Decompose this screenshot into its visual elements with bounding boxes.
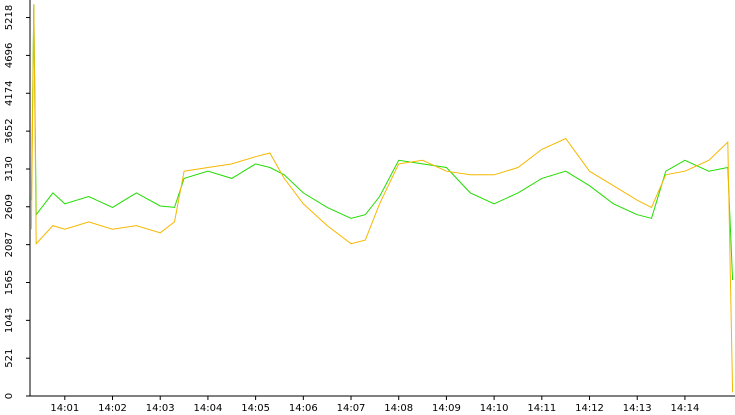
y-tick-label: 0	[4, 393, 15, 399]
x-tick-label: 14:13	[623, 403, 652, 414]
x-tick-label: 14:10	[480, 403, 509, 414]
x-tick-label: 14:05	[241, 403, 270, 414]
x-tick-label: 14:07	[337, 403, 366, 414]
y-tick-label: 3652	[4, 118, 15, 143]
y-tick-label: 1043	[4, 308, 15, 333]
x-tick-label: 14:03	[146, 403, 175, 414]
x-tick-label: 14:11	[527, 403, 556, 414]
x-tick-label: 14:01	[50, 403, 79, 414]
x-tick-label: 14:06	[289, 403, 318, 414]
series-line	[30, 4, 734, 281]
y-tick-label: 2609	[4, 194, 15, 219]
x-tick-label: 14:08	[384, 403, 413, 414]
y-tick-label: 2087	[4, 232, 15, 257]
y-tick-label: 521	[4, 349, 15, 368]
y-tick-label: 4174	[4, 81, 15, 106]
x-tick-label: 14:14	[671, 403, 700, 414]
plot-area	[30, 4, 734, 393]
x-tick-label: 14:02	[98, 403, 127, 414]
y-tick-label: 4696	[4, 43, 15, 68]
x-tick-label: 14:04	[194, 403, 223, 414]
y-tick-label: 1565	[4, 270, 15, 295]
y-tick-label: 5218	[4, 5, 15, 30]
y-tick-label: 3130	[4, 156, 15, 181]
x-tick-label: 14:09	[432, 403, 461, 414]
x-tick-label: 14:12	[575, 403, 604, 414]
series-line	[30, 4, 734, 393]
